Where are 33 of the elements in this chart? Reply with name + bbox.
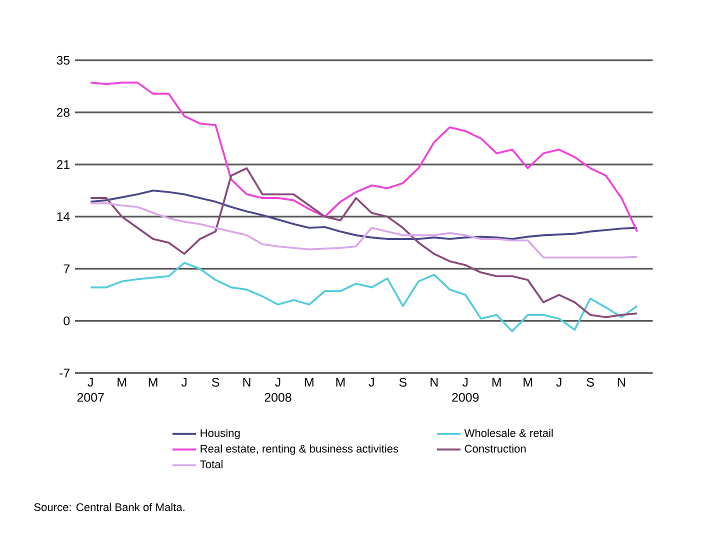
- x-tick-label: M: [492, 378, 501, 386]
- legend-label: Total: [200, 460, 222, 468]
- x-tick-label: M: [336, 378, 345, 386]
- x-tick-label: N: [430, 378, 438, 386]
- x-tick-label: J 2007: [77, 378, 104, 402]
- y-tick-label: 28: [56, 108, 70, 117]
- x-tick-label: J: [368, 378, 374, 387]
- y-tick-label: 0: [64, 316, 70, 326]
- x-tick-label: N: [618, 378, 625, 386]
- x-tick-label: J 2008: [264, 378, 292, 402]
- y-tick-label: 35: [56, 56, 70, 65]
- y-tick-label: -7: [60, 368, 70, 378]
- legend-label: Real estate, renting & business activities: [200, 444, 398, 455]
- x-tick-label: M: [524, 378, 532, 386]
- x-tick-label: M: [118, 378, 126, 386]
- x-tick-label: M: [305, 378, 314, 386]
- x-tick-label: M: [148, 378, 158, 386]
- line-series: [90, 262, 638, 332]
- x-tick-label: J: [556, 378, 562, 387]
- line-series: [90, 82, 638, 232]
- y-tick-label: 21: [56, 160, 70, 169]
- y-tick-label: 14: [57, 212, 70, 221]
- x-tick-label: S: [586, 378, 594, 387]
- legend-label: Housing: [200, 428, 240, 440]
- x-tick-label: S: [399, 378, 406, 387]
- y-tick-label: 7: [64, 264, 70, 274]
- x-tick-label: J: [181, 378, 186, 387]
- x-tick-label: J 2009: [452, 378, 479, 402]
- x-tick-label: N: [243, 378, 250, 386]
- x-tick-label: S: [212, 378, 220, 387]
- source-note: Source: Central Bank of Malta.: [34, 502, 184, 512]
- legend-label: Wholesale & retail: [464, 428, 553, 437]
- legend-label: Construction: [464, 444, 526, 453]
